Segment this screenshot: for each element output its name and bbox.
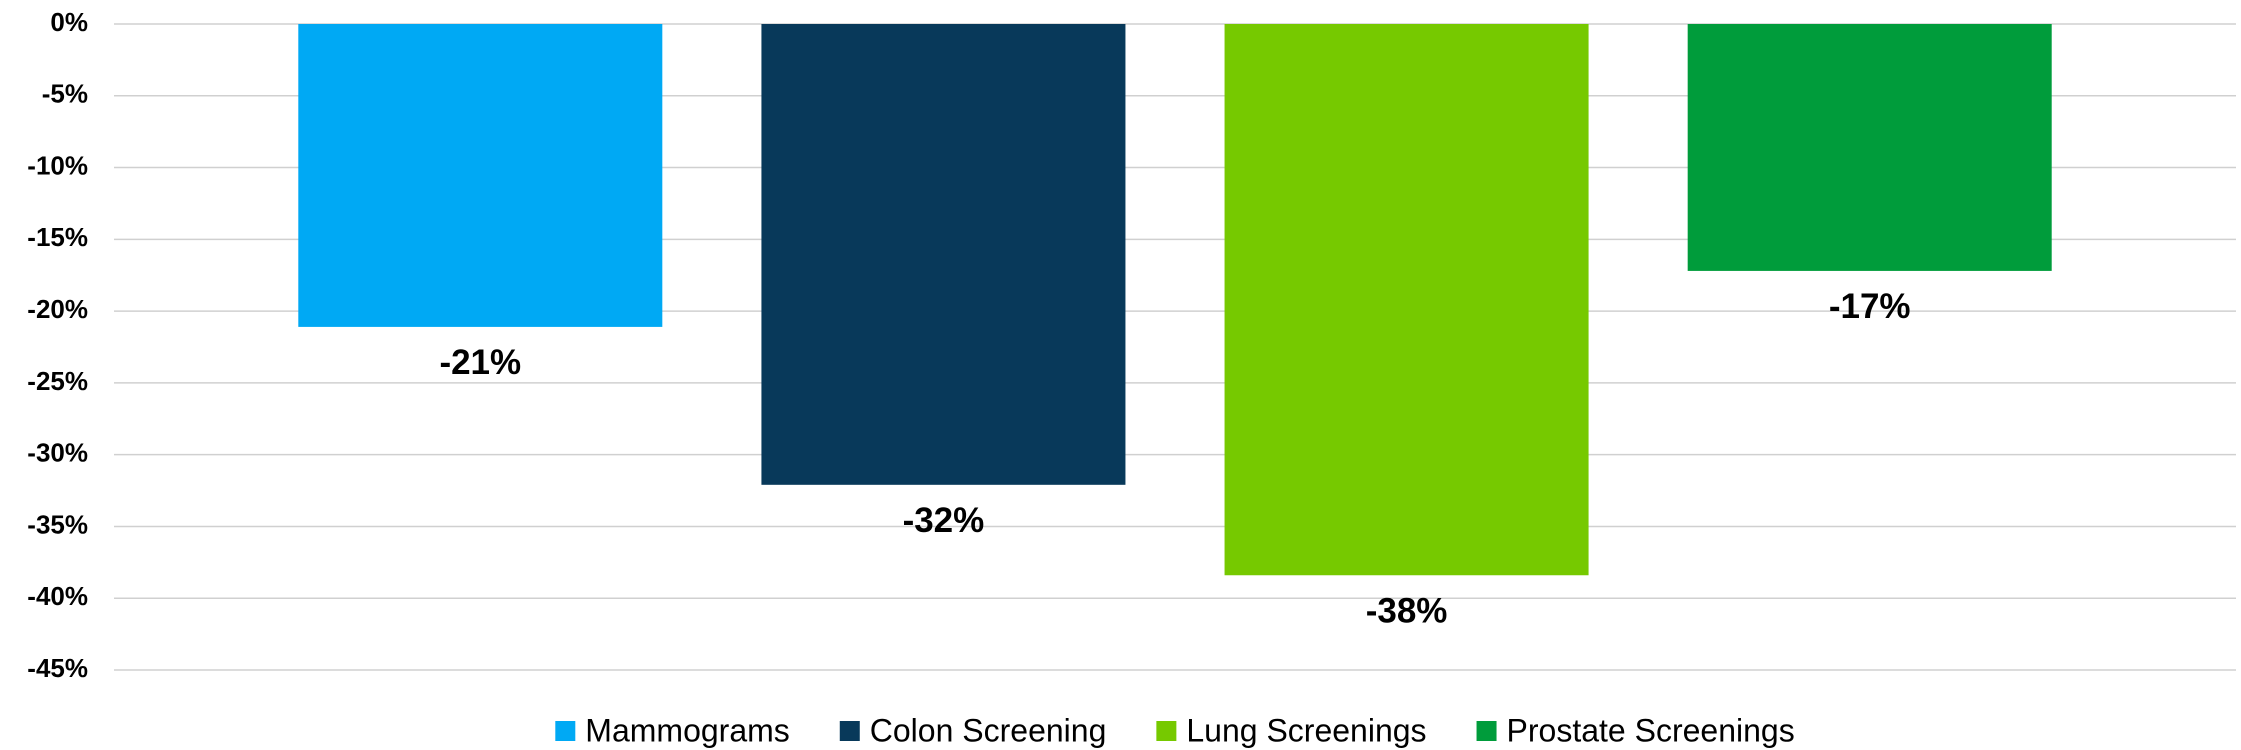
legend-swatch: [1156, 721, 1177, 741]
bar: [298, 24, 663, 327]
y-tick-label: 0%: [50, 7, 88, 37]
legend-label: Prostate Screenings: [1507, 712, 1795, 748]
bar: [1224, 24, 1589, 576]
y-tick-label: -15%: [27, 222, 88, 252]
data-label: -21%: [439, 343, 521, 382]
y-tick-label: -25%: [27, 366, 88, 396]
data-label: -38%: [1366, 592, 1448, 631]
legend-swatch: [839, 721, 860, 741]
legend-label: Lung Screenings: [1186, 712, 1426, 748]
bar: [761, 24, 1126, 485]
y-tick-label: -35%: [27, 509, 88, 539]
legend-swatch: [1476, 721, 1497, 741]
bar: [1687, 24, 2052, 271]
legend-swatch: [555, 721, 576, 741]
y-tick-label: -40%: [27, 581, 88, 611]
y-tick-label: -45%: [27, 653, 88, 683]
y-tick-label: -5%: [42, 79, 88, 109]
data-label: -32%: [903, 501, 985, 540]
legend-label: Mammograms: [585, 712, 789, 748]
data-label: -17%: [1829, 287, 1911, 326]
legend-label: Colon Screening: [870, 712, 1107, 748]
y-tick-label: -10%: [27, 150, 88, 180]
y-tick-label: -20%: [27, 294, 88, 324]
y-tick-label: -30%: [27, 438, 88, 468]
